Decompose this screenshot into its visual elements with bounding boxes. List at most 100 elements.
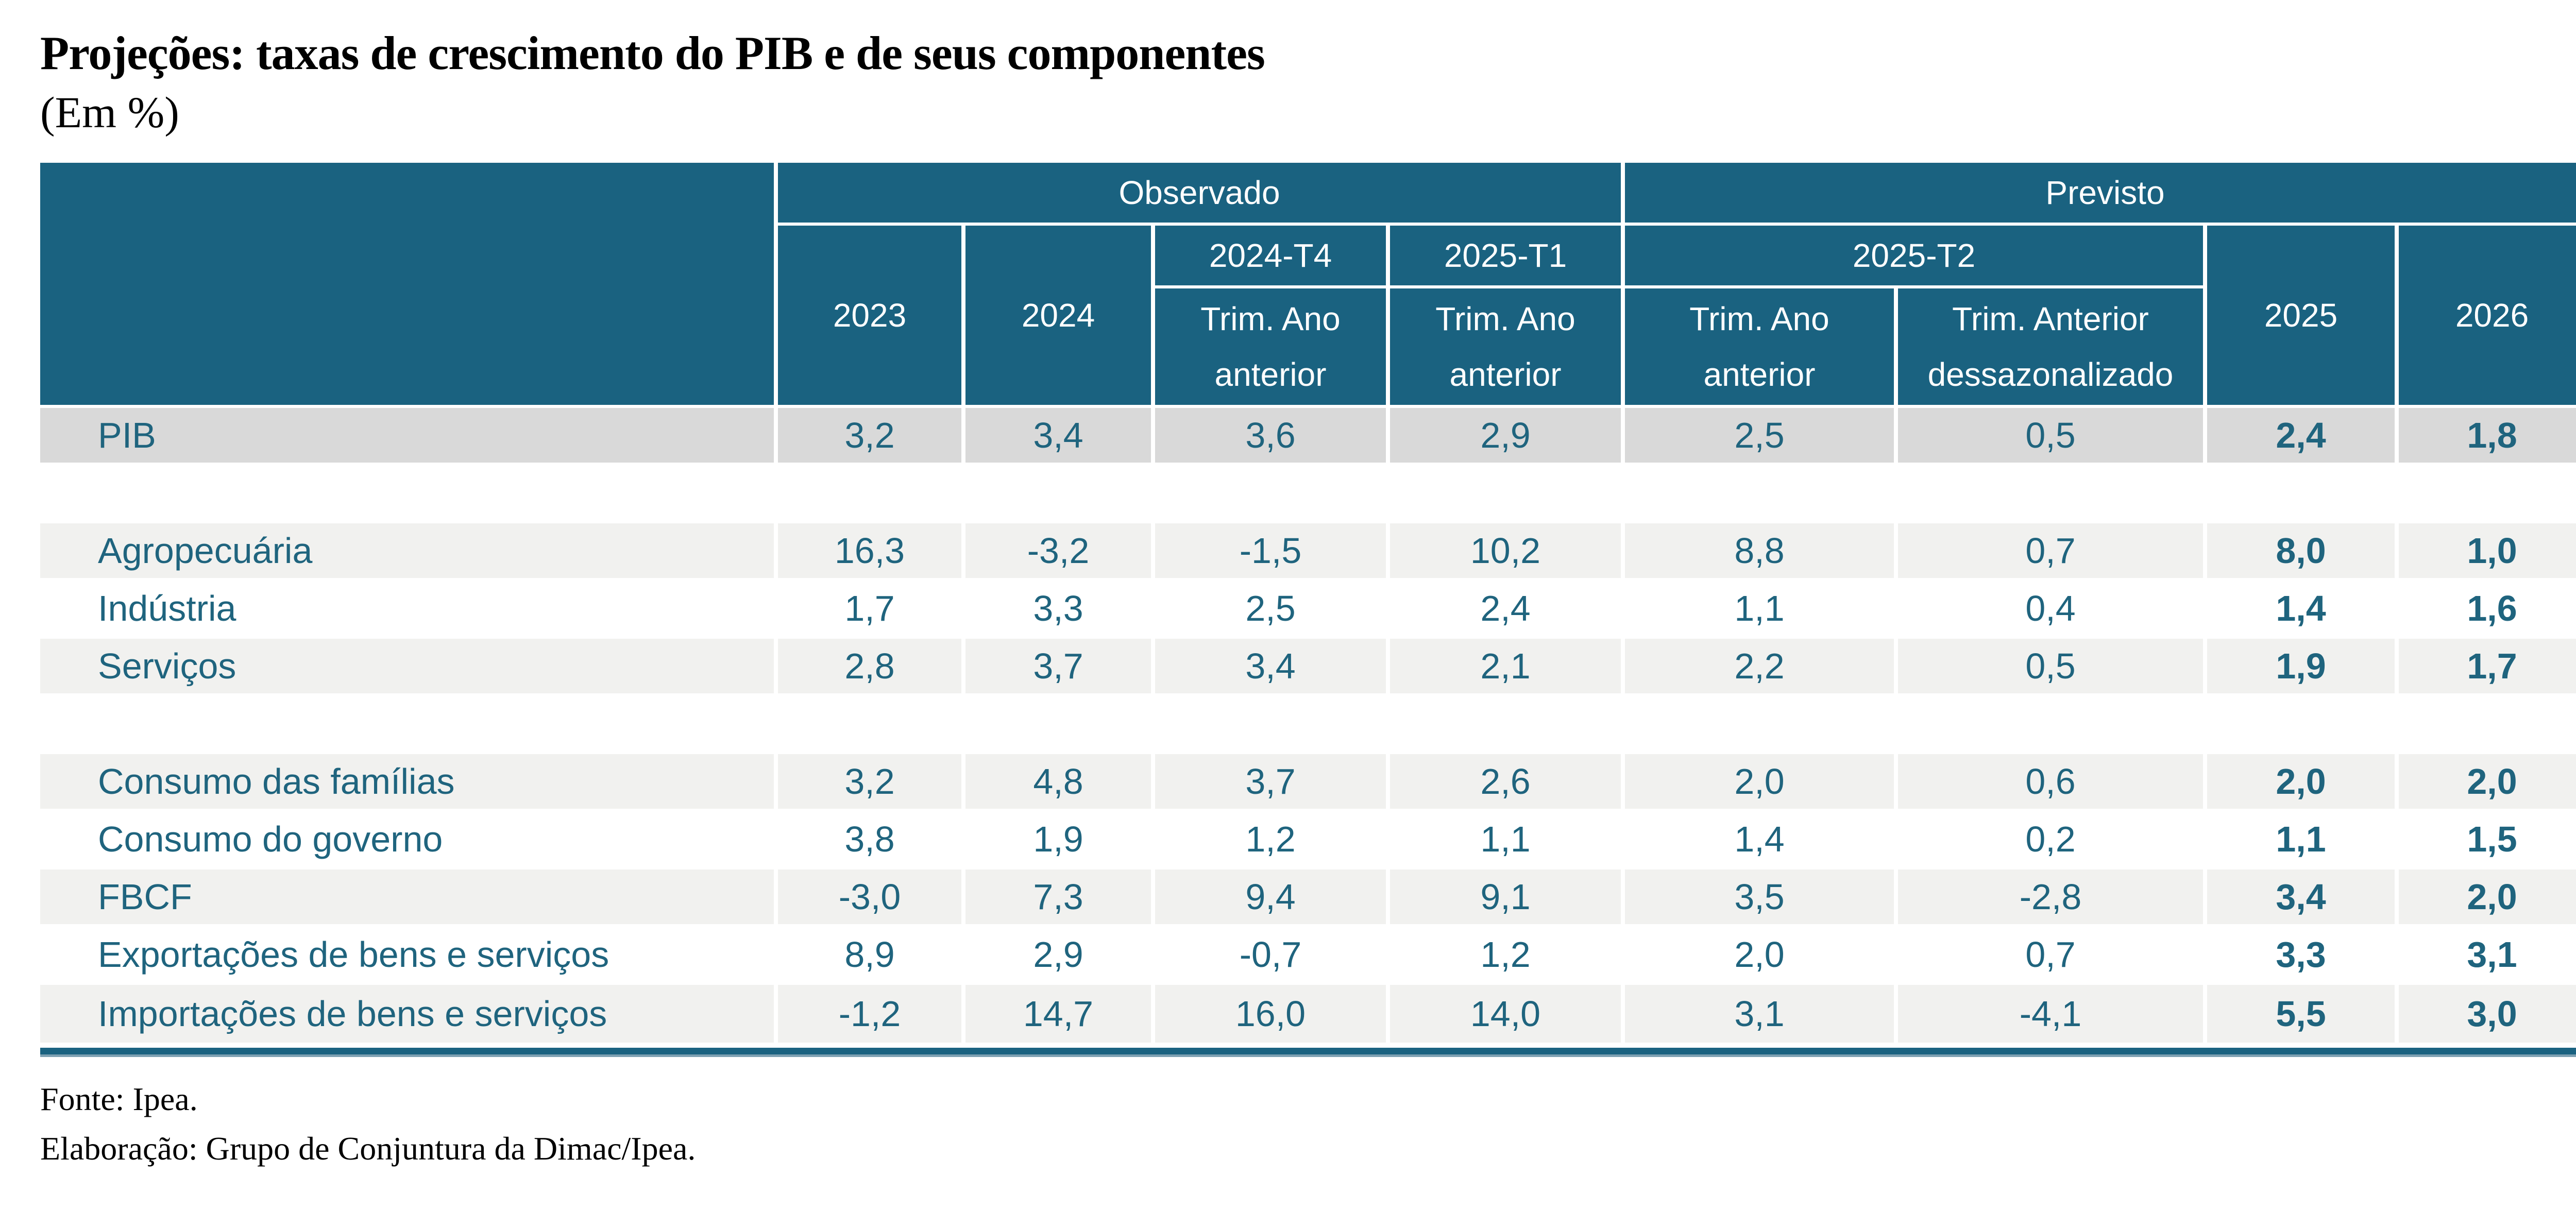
value-cell: 2,9 bbox=[1390, 408, 1625, 466]
value-cell: -1,2 bbox=[778, 985, 965, 1043]
header-2025-t2: 2025-T2 bbox=[1625, 226, 2207, 288]
value-cell: 2,0 bbox=[2399, 754, 2576, 812]
header-quarter-row: 2023 2024 2024-T4 2025-T1 2025-T2 2025 2… bbox=[40, 226, 2576, 408]
value-cell: 1,2 bbox=[1390, 927, 1625, 985]
row-label: Exportações de bens e serviços bbox=[40, 927, 778, 985]
spacer-cell bbox=[40, 696, 2576, 754]
value-cell: 1,4 bbox=[2207, 581, 2399, 639]
value-cell: 1,6 bbox=[2399, 581, 2576, 639]
header-2024-t4: 2024-T4 bbox=[1155, 226, 1390, 288]
table-body: PIB 3,2 3,4 3,6 2,9 2,5 0,5 2,4 1,8 Agropecuária 1… bbox=[40, 408, 2576, 1043]
value-cell: 0,7 bbox=[1898, 523, 2207, 581]
value-cell: 2,0 bbox=[1625, 754, 1898, 812]
page-subtitle: (Em %) bbox=[40, 88, 179, 137]
table-row: FBCF -3,0 7,3 9,4 9,1 3,5 -2,8 3,4 2,0 bbox=[40, 870, 2576, 927]
value-cell: 1,1 bbox=[1390, 812, 1625, 870]
page-title: Projeções: taxas de crescimento do PIB e… bbox=[40, 27, 1265, 79]
value-cell: 3,3 bbox=[965, 581, 1155, 639]
value-cell: 3,2 bbox=[778, 754, 965, 812]
value-cell: 8,0 bbox=[2207, 523, 2399, 581]
subheader-trim-anterior-dessazonalizado: Trim. Anterior dessazonalizado bbox=[1898, 288, 2207, 408]
value-cell: 16,0 bbox=[1155, 985, 1390, 1043]
value-cell: -3,0 bbox=[778, 870, 965, 927]
value-cell: 2,5 bbox=[1625, 408, 1898, 466]
spacer-cell bbox=[40, 466, 2576, 523]
value-cell: 1,9 bbox=[2207, 639, 2399, 696]
value-cell: -3,2 bbox=[965, 523, 1155, 581]
header-sub-row: Trim. Ano anterior Trim. Ano anterior Tr… bbox=[40, 288, 2576, 408]
value-cell: 5,5 bbox=[2207, 985, 2399, 1043]
header-group-row: Observado Previsto bbox=[40, 163, 2576, 408]
row-label: FBCF bbox=[40, 870, 778, 927]
header-2025: 2025 bbox=[2207, 226, 2399, 408]
value-cell: 2,4 bbox=[2207, 408, 2399, 466]
spacer-row bbox=[40, 696, 2576, 754]
value-cell: 2,9 bbox=[965, 927, 1155, 985]
value-cell: 2,2 bbox=[1625, 639, 1898, 696]
row-label: Consumo do governo bbox=[40, 812, 778, 870]
value-cell: 10,2 bbox=[1390, 523, 1625, 581]
value-cell: 2,0 bbox=[1625, 927, 1898, 985]
value-cell: 8,8 bbox=[1625, 523, 1898, 581]
value-cell: 0,5 bbox=[1898, 408, 2207, 466]
header-observado: Observado bbox=[778, 163, 1625, 226]
footer-elaboration: Elaboração: Grupo de Conjuntura da Dimac… bbox=[40, 1130, 696, 1167]
table-row: Exportações de bens e serviços 8,9 2,9 -0,7… bbox=[40, 927, 2576, 985]
value-cell: 8,9 bbox=[778, 927, 965, 985]
footer: Fonte: Ipea. Elaboração: Grupo de Conjun… bbox=[40, 1075, 2576, 1173]
header-previsto: Previsto bbox=[1625, 163, 2576, 226]
value-cell: 3,4 bbox=[965, 408, 1155, 466]
value-cell: -4,1 bbox=[1898, 985, 2207, 1043]
value-cell: 4,8 bbox=[965, 754, 1155, 812]
header-2025-t1: 2025-T1 bbox=[1390, 226, 1625, 288]
value-cell: 2,1 bbox=[1390, 639, 1625, 696]
value-cell: 9,4 bbox=[1155, 870, 1390, 927]
stub-cell bbox=[40, 163, 778, 408]
row-label: Importações de bens e serviços bbox=[40, 985, 778, 1043]
value-cell: 3,4 bbox=[1155, 639, 1390, 696]
value-cell: 1,1 bbox=[2207, 812, 2399, 870]
value-cell: 14,0 bbox=[1390, 985, 1625, 1043]
projections-table: Observado Previsto 2023 2024 2024-T4 202… bbox=[40, 163, 2576, 1043]
value-cell: -1,5 bbox=[1155, 523, 1390, 581]
header-2023: 2023 bbox=[778, 226, 965, 408]
value-cell: 3,0 bbox=[2399, 985, 2576, 1043]
value-cell: 2,6 bbox=[1390, 754, 1625, 812]
value-cell: 0,4 bbox=[1898, 581, 2207, 639]
subheader-trim-ano-anterior-t4: Trim. Ano anterior bbox=[1155, 288, 1390, 408]
value-cell: 3,7 bbox=[965, 639, 1155, 696]
value-cell: 2,5 bbox=[1155, 581, 1390, 639]
value-cell: 1,5 bbox=[2399, 812, 2576, 870]
value-cell: 1,0 bbox=[2399, 523, 2576, 581]
value-cell: 7,3 bbox=[965, 870, 1155, 927]
spacer-row bbox=[40, 466, 2576, 523]
header-2026: 2026 bbox=[2399, 226, 2576, 408]
value-cell: 3,4 bbox=[2207, 870, 2399, 927]
value-cell: 1,4 bbox=[1625, 812, 1898, 870]
value-cell: -0,7 bbox=[1155, 927, 1390, 985]
value-cell: 3,8 bbox=[778, 812, 965, 870]
value-cell: 1,7 bbox=[778, 581, 965, 639]
value-cell: 3,3 bbox=[2207, 927, 2399, 985]
value-cell: 1,8 bbox=[2399, 408, 2576, 466]
table-row: Consumo do governo 3,8 1,9 1,2 1,1 1,4 0,2 1,1 1… bbox=[40, 812, 2576, 870]
value-cell: 3,6 bbox=[1155, 408, 1390, 466]
value-cell: 3,1 bbox=[2399, 927, 2576, 985]
table-bottom-bar bbox=[40, 1048, 2576, 1057]
value-cell: 0,7 bbox=[1898, 927, 2207, 985]
table-row: Indústria 1,7 3,3 2,5 2,4 1,1 0,4 1,4 1,6 bbox=[40, 581, 2576, 639]
header-2024: 2024 bbox=[965, 226, 1155, 408]
subheader-trim-ano-anterior-t2: Trim. Ano anterior bbox=[1625, 288, 1898, 408]
row-label: PIB bbox=[40, 408, 778, 466]
value-cell: 14,7 bbox=[965, 985, 1155, 1043]
value-cell: 16,3 bbox=[778, 523, 965, 581]
value-cell: 1,9 bbox=[965, 812, 1155, 870]
table-row: Importações de bens e serviços -1,2 14,7 16… bbox=[40, 985, 2576, 1043]
table-row: Serviços 2,8 3,7 3,4 2,1 2,2 0,5 1,9 1,7 bbox=[40, 639, 2576, 696]
value-cell: 2,0 bbox=[2399, 870, 2576, 927]
value-cell: -2,8 bbox=[1898, 870, 2207, 927]
value-cell: 3,5 bbox=[1625, 870, 1898, 927]
value-cell: 2,8 bbox=[778, 639, 965, 696]
table-row: PIB 3,2 3,4 3,6 2,9 2,5 0,5 2,4 1,8 bbox=[40, 408, 2576, 466]
